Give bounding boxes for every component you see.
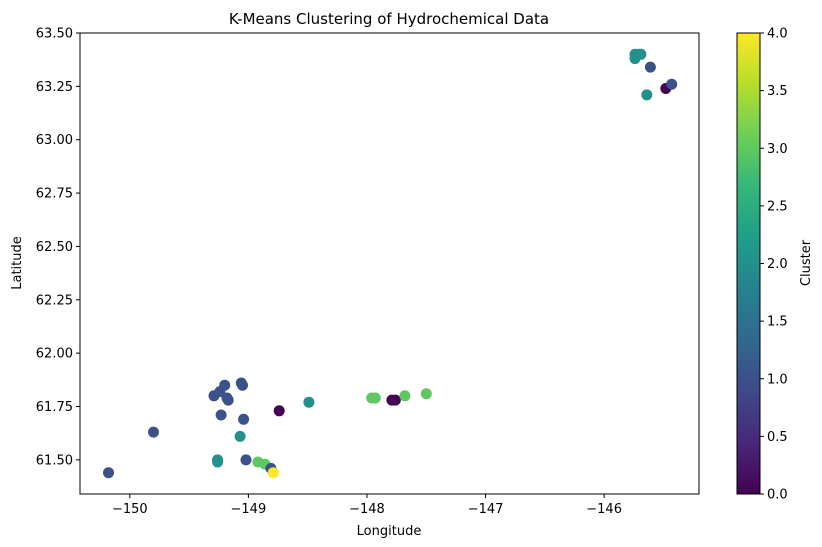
plot-frame xyxy=(79,32,700,495)
colorbar-tick-label: 0.0 xyxy=(767,488,788,503)
colorbar-tick-label: 1.0 xyxy=(767,372,788,387)
y-tick-label: 63.00 xyxy=(36,133,73,148)
colorbar xyxy=(736,32,761,495)
colorbar-label: Cluster xyxy=(799,239,814,286)
data-point xyxy=(212,456,224,468)
y-tick-label: 61.75 xyxy=(36,400,73,415)
y-tick-label: 63.25 xyxy=(36,80,73,95)
y-tick-label: 62.25 xyxy=(36,293,73,308)
y-tick-label: 62.75 xyxy=(36,187,73,202)
data-point xyxy=(234,430,246,442)
data-point xyxy=(215,409,227,421)
x-tick-label: −149 xyxy=(231,502,267,517)
data-point xyxy=(267,467,279,479)
colorbar-tick-label: 2.0 xyxy=(767,257,788,272)
y-tick-label: 63.50 xyxy=(36,27,73,42)
data-point xyxy=(240,454,252,466)
data-point xyxy=(369,392,381,404)
y-tick-label: 62.50 xyxy=(36,240,73,255)
data-point xyxy=(238,413,250,425)
data-point xyxy=(273,405,285,417)
colorbar-tick-label: 4.0 xyxy=(767,27,788,42)
data-point xyxy=(219,379,231,391)
x-axis: −150 −149 −148 −147 −146 xyxy=(112,494,622,517)
y-tick-label: 61.50 xyxy=(36,453,73,468)
colorbar-tick-label: 3.0 xyxy=(767,142,788,157)
data-point xyxy=(641,89,653,101)
y-axis: 61.50 61.75 62.00 62.25 62.50 62.75 63.00 63.25… xyxy=(36,27,80,468)
plot-area xyxy=(103,48,678,479)
x-tick-label: −146 xyxy=(586,502,622,517)
data-point xyxy=(237,379,248,391)
data-point xyxy=(629,53,641,65)
x-tick-label: −150 xyxy=(112,502,148,517)
data-point xyxy=(222,394,234,406)
colorbar-tick-label: 0.5 xyxy=(767,430,788,445)
colorbar-axis: 0.0 0.5 1.0 1.5 2.0 2.5 3.0 3.5 4.0 xyxy=(760,27,788,503)
data-point xyxy=(420,388,432,400)
x-tick-label: −147 xyxy=(468,502,504,517)
y-tick-label: 62.00 xyxy=(36,347,73,362)
data-point xyxy=(644,61,656,73)
data-point xyxy=(103,467,114,479)
data-point xyxy=(666,78,678,90)
colorbar-tick-label: 3.5 xyxy=(767,84,788,99)
colorbar-tick-label: 2.5 xyxy=(767,199,788,214)
data-point xyxy=(399,390,411,402)
data-point xyxy=(148,426,159,438)
data-point xyxy=(303,396,315,408)
data-point xyxy=(389,394,401,406)
chart-title: K-Means Clustering of Hydrochemical Data xyxy=(229,10,549,28)
x-axis-label: Longitude xyxy=(357,524,422,539)
y-axis-label: Latitude xyxy=(10,236,25,290)
x-tick-label: −148 xyxy=(349,502,385,517)
colorbar-tick-label: 1.5 xyxy=(767,315,788,330)
